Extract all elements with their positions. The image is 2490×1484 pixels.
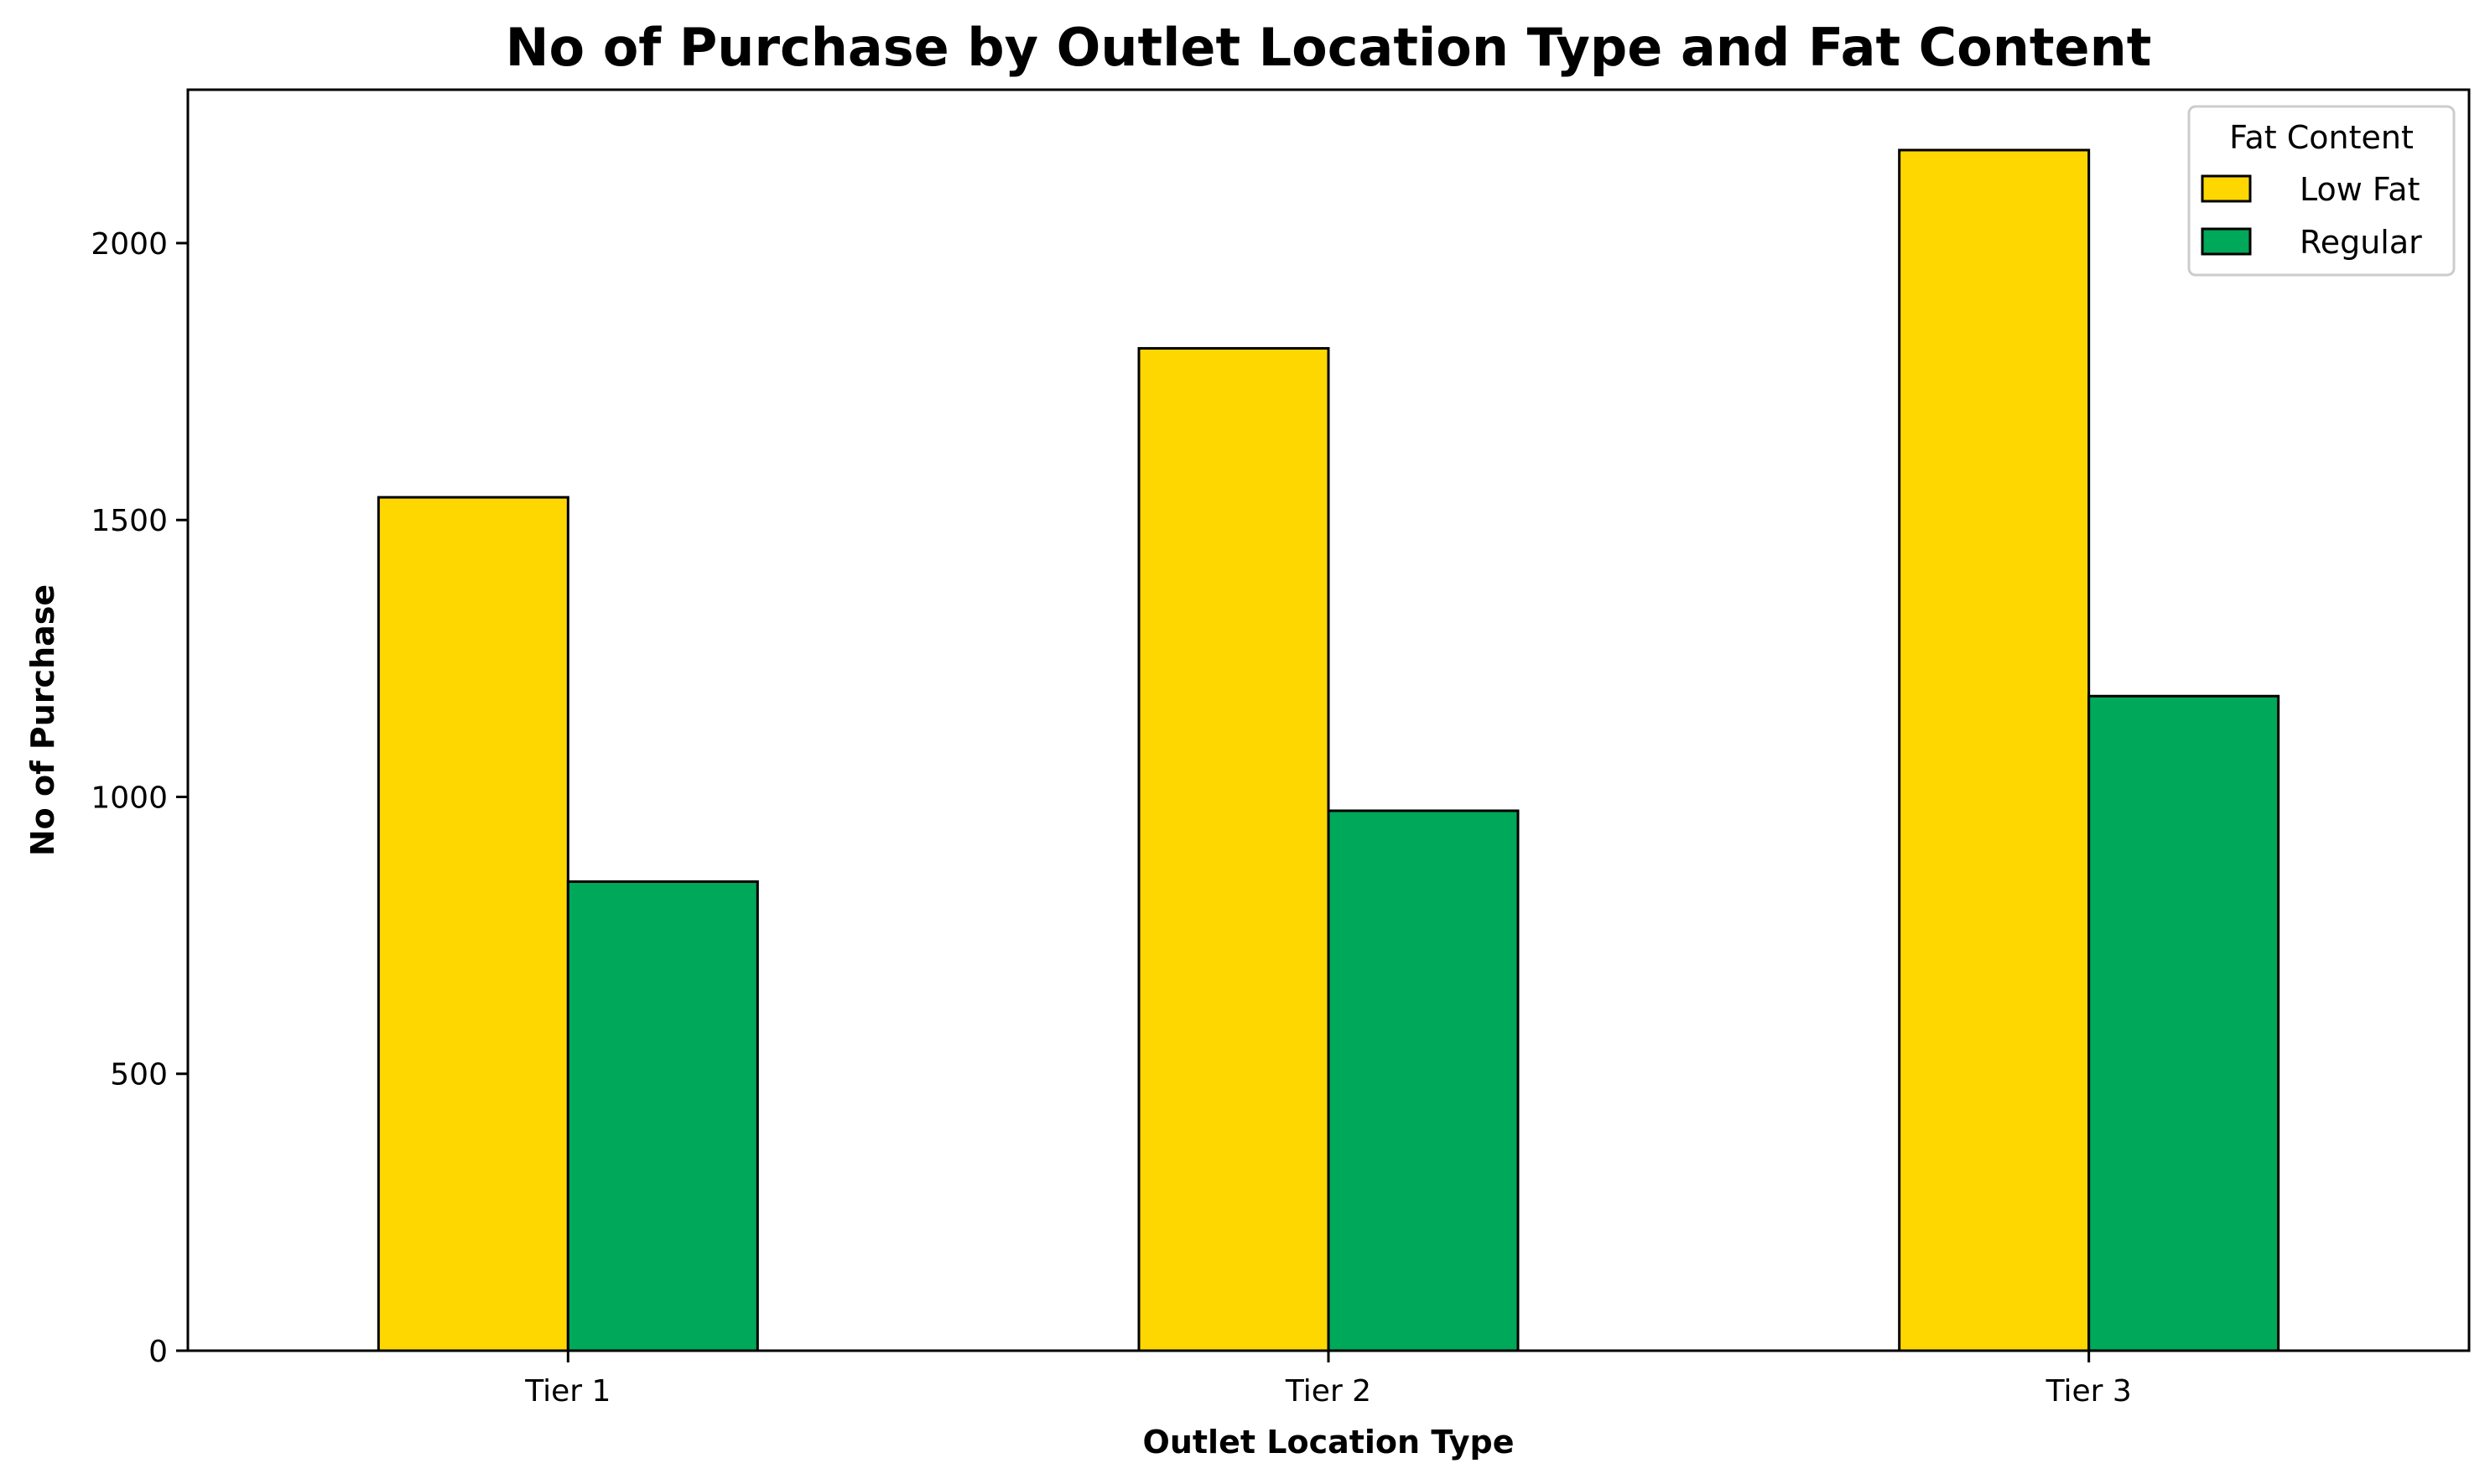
- y-axis: 0 500 1000 1500 2000: [91, 227, 188, 1369]
- legend-frame: [2187, 105, 2456, 277]
- bar-low-fat-tier-2: [1137, 346, 1330, 1352]
- y-axis-label: No of Purchase: [24, 584, 61, 856]
- y-tick-label: 500: [110, 1058, 168, 1092]
- x-tick-label: Tier 3: [2046, 1374, 2132, 1409]
- legend: Fat Content Low Fat Regular: [2187, 105, 2456, 277]
- plot-frame: [186, 88, 2471, 1352]
- bar-regular-tier-1: [566, 880, 759, 1352]
- y-tick-label: 1500: [91, 504, 168, 538]
- bar-low-fat-tier-1: [377, 496, 569, 1352]
- x-axis: Tier 1 Tier 2 Tier 3: [524, 1351, 2132, 1409]
- x-axis-label: Outlet Location Type: [1143, 1424, 1515, 1461]
- legend-swatch-low-fat: [2201, 174, 2252, 203]
- bar-regular-tier-2: [1327, 809, 1520, 1352]
- x-tick-label: Tier 1: [524, 1374, 611, 1409]
- y-tick-label: 1000: [91, 781, 168, 815]
- x-tick-label: Tier 2: [1285, 1374, 1371, 1409]
- legend-label-regular: Regular: [2300, 224, 2422, 261]
- bar-regular-tier-3: [2087, 694, 2280, 1352]
- bar-low-fat-tier-3: [1898, 148, 2091, 1352]
- y-tick-label: 0: [148, 1335, 168, 1369]
- legend-label-low-fat: Low Fat: [2300, 171, 2420, 208]
- legend-swatch-regular: [2201, 227, 2252, 256]
- chart-title: No of Purchase by Outlet Location Type a…: [506, 17, 2152, 78]
- y-tick-label: 2000: [91, 227, 168, 262]
- legend-title: Fat Content: [2229, 119, 2414, 156]
- bars-layer: [377, 148, 2280, 1352]
